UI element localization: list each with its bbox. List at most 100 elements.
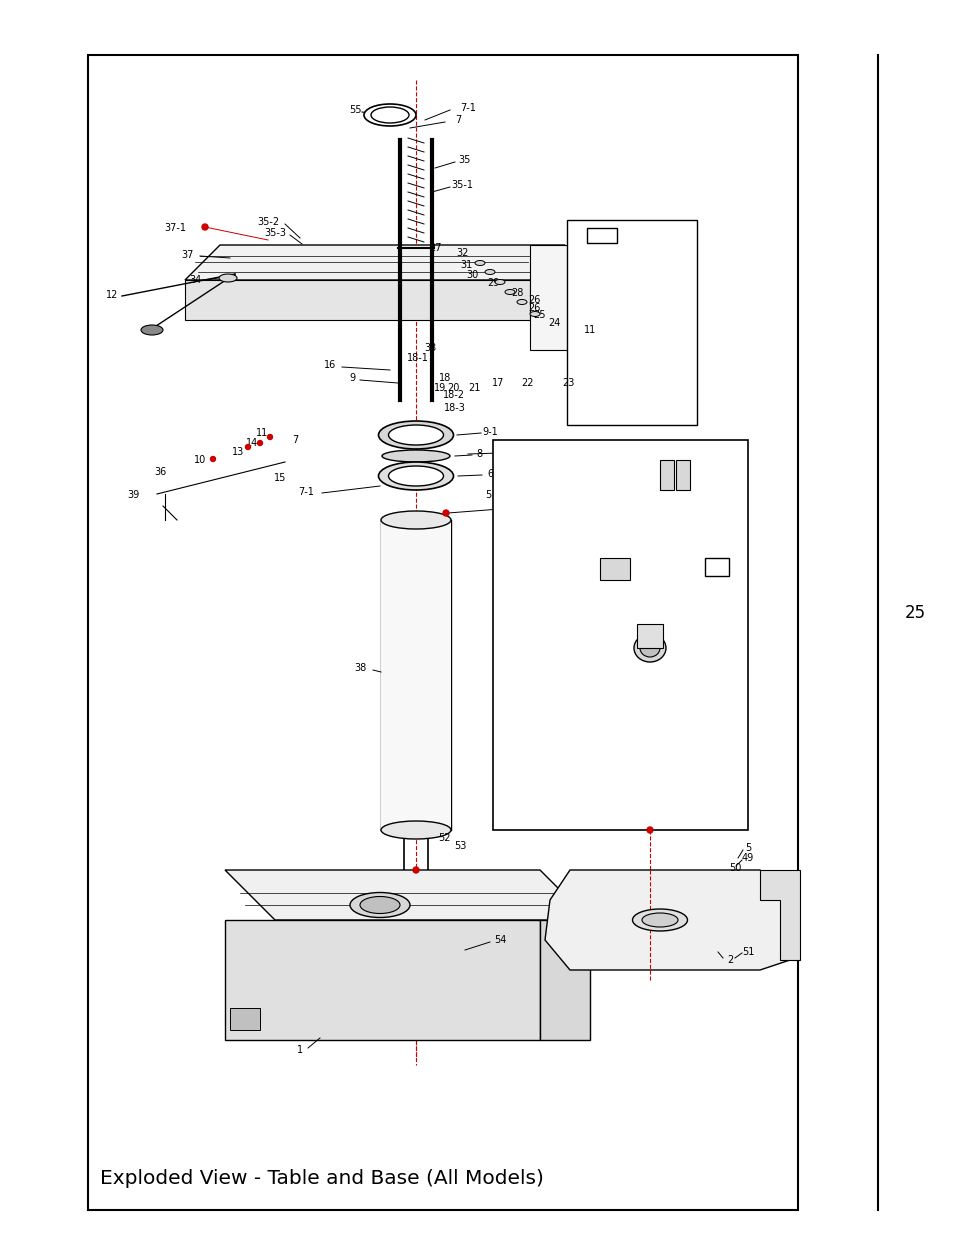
Text: 9: 9 bbox=[349, 373, 355, 383]
Text: 1: 1 bbox=[296, 1045, 303, 1055]
Text: 31: 31 bbox=[459, 261, 472, 270]
Text: 25: 25 bbox=[903, 604, 924, 622]
Text: 45: 45 bbox=[548, 583, 560, 593]
Ellipse shape bbox=[475, 261, 484, 266]
Ellipse shape bbox=[530, 311, 539, 316]
Text: 10: 10 bbox=[193, 454, 206, 466]
Text: 21: 21 bbox=[467, 383, 479, 393]
Ellipse shape bbox=[378, 462, 453, 490]
Text: 12: 12 bbox=[106, 290, 118, 300]
Text: 45: 45 bbox=[546, 485, 558, 495]
Text: 7-1: 7-1 bbox=[459, 103, 476, 112]
Bar bbox=[566, 220, 697, 425]
Text: 18: 18 bbox=[438, 373, 451, 383]
Circle shape bbox=[202, 224, 208, 230]
Text: 23: 23 bbox=[561, 378, 574, 388]
Text: 46: 46 bbox=[601, 496, 614, 508]
Ellipse shape bbox=[632, 909, 687, 931]
Text: 7: 7 bbox=[292, 435, 297, 445]
Text: 24: 24 bbox=[547, 317, 559, 329]
Ellipse shape bbox=[364, 104, 416, 126]
Ellipse shape bbox=[388, 466, 443, 487]
Text: 65: 65 bbox=[711, 562, 722, 572]
Text: 5: 5 bbox=[484, 490, 491, 500]
Text: 35-1: 35-1 bbox=[451, 180, 473, 190]
Text: 50: 50 bbox=[508, 535, 520, 545]
Text: 40-1: 40-1 bbox=[500, 503, 522, 513]
Text: 35: 35 bbox=[458, 156, 471, 165]
Text: 18-3: 18-3 bbox=[443, 403, 465, 412]
Ellipse shape bbox=[380, 511, 451, 529]
Text: 11: 11 bbox=[255, 429, 268, 438]
Text: 52: 52 bbox=[437, 832, 450, 844]
Bar bbox=[659, 459, 673, 490]
Text: 13: 13 bbox=[232, 447, 244, 457]
Text: 58: 58 bbox=[596, 230, 608, 240]
Ellipse shape bbox=[517, 300, 526, 305]
Text: 27: 27 bbox=[429, 243, 442, 253]
Circle shape bbox=[646, 827, 652, 832]
Text: 26: 26 bbox=[527, 295, 539, 305]
Text: 57: 57 bbox=[573, 493, 586, 503]
Text: 35-2: 35-2 bbox=[256, 217, 279, 227]
Text: 3: 3 bbox=[690, 629, 697, 638]
Text: 7: 7 bbox=[455, 115, 460, 125]
Polygon shape bbox=[530, 245, 689, 350]
Text: 37-1: 37-1 bbox=[164, 224, 186, 233]
Text: 44: 44 bbox=[590, 673, 602, 683]
Ellipse shape bbox=[641, 913, 678, 927]
Ellipse shape bbox=[634, 634, 665, 662]
Text: 45: 45 bbox=[548, 553, 560, 563]
Ellipse shape bbox=[388, 425, 443, 445]
Text: 64: 64 bbox=[688, 457, 700, 467]
Text: 58: 58 bbox=[625, 501, 638, 511]
Text: 11: 11 bbox=[583, 325, 596, 335]
Bar bbox=[380, 520, 451, 830]
Text: 20: 20 bbox=[446, 383, 458, 393]
Text: 51: 51 bbox=[741, 947, 754, 957]
Text: 25: 25 bbox=[533, 310, 546, 320]
Text: 53: 53 bbox=[454, 841, 466, 851]
Text: 64: 64 bbox=[691, 563, 703, 573]
Text: 33: 33 bbox=[423, 343, 436, 353]
Text: 55: 55 bbox=[349, 105, 361, 115]
Ellipse shape bbox=[378, 421, 453, 450]
Text: 7-1: 7-1 bbox=[297, 487, 314, 496]
Ellipse shape bbox=[219, 274, 236, 282]
Circle shape bbox=[211, 457, 215, 462]
Text: 35-3: 35-3 bbox=[264, 228, 286, 238]
Ellipse shape bbox=[381, 450, 450, 462]
Text: 18-2: 18-2 bbox=[442, 390, 464, 400]
Polygon shape bbox=[225, 869, 589, 920]
Polygon shape bbox=[544, 869, 800, 969]
Circle shape bbox=[257, 441, 262, 446]
Polygon shape bbox=[225, 920, 539, 1040]
Text: 38: 38 bbox=[354, 663, 366, 673]
Text: 5: 5 bbox=[744, 844, 750, 853]
Text: 50: 50 bbox=[728, 863, 740, 873]
Bar bbox=[88, 56, 797, 1210]
Text: 48: 48 bbox=[508, 454, 520, 466]
Text: 4: 4 bbox=[690, 615, 697, 625]
Polygon shape bbox=[185, 245, 564, 280]
Bar bbox=[586, 228, 617, 243]
Text: 30: 30 bbox=[465, 270, 477, 280]
Ellipse shape bbox=[639, 638, 659, 657]
Text: 6: 6 bbox=[486, 469, 493, 479]
Text: 29: 29 bbox=[486, 278, 498, 288]
Circle shape bbox=[413, 867, 418, 873]
Text: 49: 49 bbox=[741, 853, 753, 863]
Circle shape bbox=[442, 510, 449, 516]
Bar bbox=[599, 558, 629, 580]
Text: 32: 32 bbox=[456, 248, 469, 258]
Text: 40: 40 bbox=[503, 447, 516, 457]
Text: 16: 16 bbox=[323, 359, 335, 370]
Text: Line In: Line In bbox=[575, 514, 604, 522]
Ellipse shape bbox=[371, 107, 409, 124]
Text: 37: 37 bbox=[182, 249, 194, 261]
Text: 36: 36 bbox=[153, 467, 166, 477]
Text: 8: 8 bbox=[476, 450, 481, 459]
Text: 22: 22 bbox=[521, 378, 534, 388]
Text: 34: 34 bbox=[189, 275, 201, 285]
Text: 39: 39 bbox=[127, 490, 139, 500]
